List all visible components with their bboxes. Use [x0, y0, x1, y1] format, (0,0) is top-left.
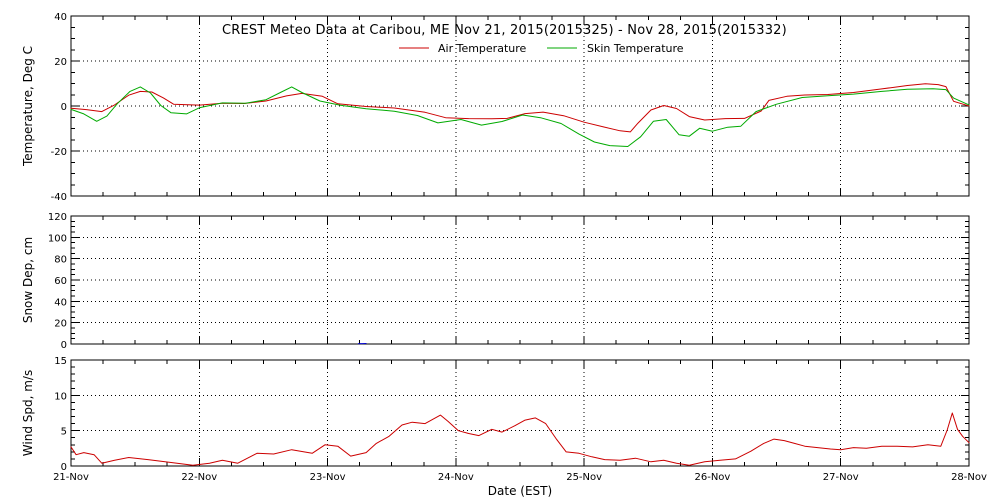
y-tick-label-0-4: 40: [54, 12, 67, 23]
y-tick-label-2-2: 10: [54, 391, 67, 402]
y-tick-label-1-0: 0: [61, 340, 67, 351]
y-tick-label-1-1: 20: [54, 319, 67, 330]
y-tick-label-1-5: 100: [48, 233, 67, 244]
y-tick-label-0-3: 20: [54, 57, 67, 68]
y-axis-label-2: Wind Spd, m/s: [21, 370, 35, 456]
y-tick-label-1-6: 120: [48, 212, 67, 223]
series-line-2-0: [70, 412, 970, 466]
y-axis-label-0: Temperature, Deg C: [21, 46, 35, 167]
y-tick-label-2-1: 5: [61, 427, 67, 438]
x-tick-label-7: 28-Nov: [951, 472, 987, 483]
x-tick-label-6: 27-Nov: [823, 472, 859, 483]
x-tick-label-4: 25-Nov: [566, 472, 602, 483]
series-line-0-0: [70, 83, 970, 133]
y-axis-label-1: Snow Dep, cm: [21, 237, 35, 323]
legend-entry-0: Air Temperature: [438, 42, 527, 55]
chart-title: CREST Meteo Data at Caribou, ME Nov 21, …: [222, 23, 787, 38]
y-tick-label-0-2: 0: [61, 102, 67, 113]
x-tick-label-5: 26-Nov: [694, 472, 730, 483]
legend-entry-1: Skin Temperature: [587, 42, 684, 55]
y-tick-label-1-2: 40: [54, 297, 67, 308]
x-tick-label-1: 22-Nov: [181, 472, 217, 483]
y-tick-label-0-0: -40: [51, 192, 67, 203]
y-tick-label-1-3: 60: [54, 276, 67, 287]
y-tick-label-1-4: 80: [54, 255, 67, 266]
y-tick-label-0-1: -20: [51, 147, 67, 158]
series-line-0-1: [70, 86, 970, 147]
plot-frame-2: [70, 359, 970, 467]
x-tick-label-0: 21-Nov: [53, 472, 89, 483]
y-tick-label-2-3: 15: [54, 356, 67, 367]
x-tick-label-3: 24-Nov: [438, 472, 474, 483]
x-tick-label-2: 23-Nov: [310, 472, 346, 483]
x-axis-label: Date (EST): [488, 484, 552, 498]
y-tick-label-2-0: 0: [61, 462, 67, 473]
